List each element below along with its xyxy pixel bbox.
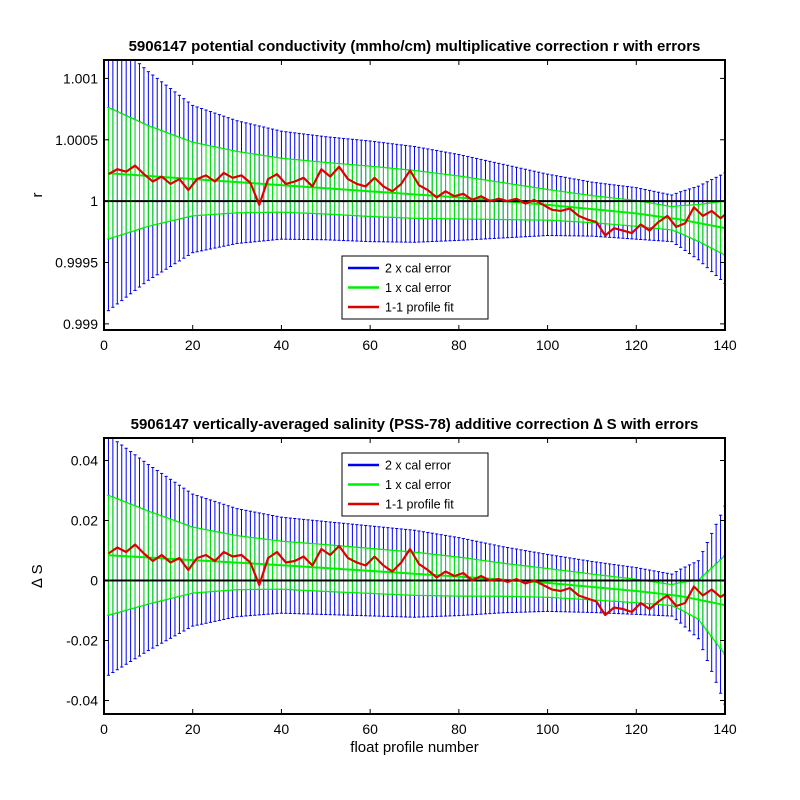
x-axis-label: float profile number [350,739,478,756]
axes-frame [103,437,726,715]
fit-line [108,554,725,607]
y-tick-label: 0 [90,573,98,589]
legend-label: 1-1 profile fit [385,301,454,315]
y-tick-label: -0.04 [66,693,98,709]
legend-label: 1-1 profile fit [385,498,454,512]
chart-panel-1: 0 20 40 60 80 100 120 140 0.999 0.9995 1 1.0005 1.00… [29,38,737,353]
y-axis-label: ∆ S [29,564,46,587]
legend-label: 2 x cal error [385,459,451,473]
y-tick-label: 1 [90,193,98,209]
legend-label: 1 x cal error [385,281,451,295]
y-tick-label: 0.999 [63,316,98,332]
x-tick-label: 0 [100,721,108,737]
y-tick-label: -0.02 [66,633,98,649]
x-tick-label: 100 [536,337,560,353]
x-tick-label: 60 [362,721,378,737]
x-tick-label: 20 [185,721,201,737]
fit-line [108,172,725,230]
legend: 2 x cal error 1 x cal error 1-1 profile fi… [341,255,489,320]
error-1x-lower-envelope [108,588,725,655]
y-tick-label: 0.04 [71,453,98,469]
chart-panel-2: 0 20 40 60 80 100 120 140 -0.04 -0.02 0 0.02 0.04 590… [29,416,737,756]
plot-content [104,60,725,312]
legend-label: 1 x cal error [385,478,451,492]
legend-label: 2 x cal error [385,262,451,276]
x-tick-label: 80 [451,337,467,353]
chart-title: 5906147 vertically-averaged salinity (PS… [131,416,699,433]
x-tick-label: 80 [451,721,467,737]
legend: 2 x cal error 1 x cal error 1-1 profile fi… [341,452,489,517]
x-tick-label: 0 [100,337,108,353]
x-tick-label: 120 [625,337,649,353]
x-tick-label: 140 [713,337,737,353]
x-tick-label: 20 [185,337,201,353]
x-tick-label: 60 [362,337,378,353]
error-1x-upper-envelope [108,494,725,586]
y-tick-label: 1.001 [63,70,98,86]
error-1x-upper-envelope [108,106,725,208]
y-tick-label: 1.0005 [55,132,98,148]
y-tick-label: 0.02 [71,513,98,529]
profile-fit-line [107,164,725,237]
axes-frame [103,59,726,331]
x-tick-label: 40 [274,721,290,737]
x-tick-label: 100 [536,721,560,737]
profile-fit-line [107,543,725,617]
chart-title: 5906147 potential conductivity (mmho/cm)… [129,38,701,55]
x-tick-label: 40 [274,337,290,353]
x-tick-label: 120 [625,721,649,737]
error-1x-lower-envelope [108,211,725,256]
y-tick-label: 0.9995 [55,255,98,271]
plot-content [104,438,725,705]
x-tick-label: 140 [713,721,737,737]
y-axis-label: r [29,193,46,198]
